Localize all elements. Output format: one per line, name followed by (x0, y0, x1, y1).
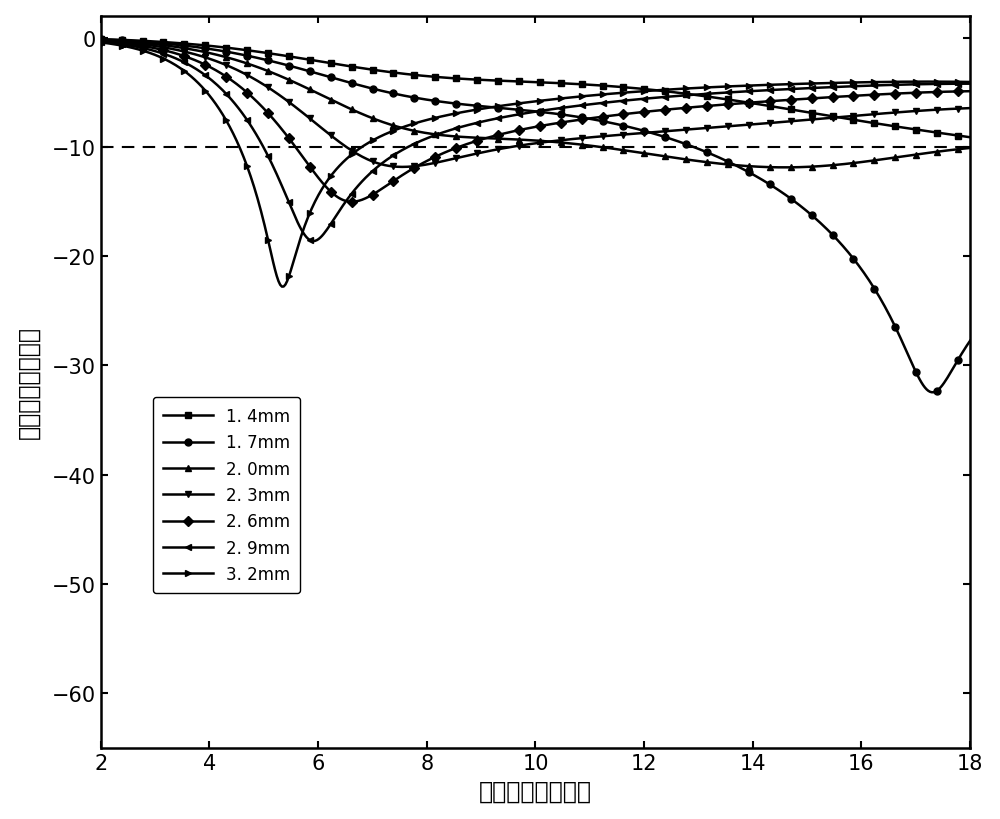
2. 0mm (779, 163, 791, 173)
2. 6mm (964, 87, 976, 97)
1. 7mm (612, 120, 624, 130)
1. 7mm (964, 337, 976, 346)
1. 4mm (612, 83, 624, 93)
2. 0mm (964, 144, 976, 154)
1. 7mm (513, 106, 525, 115)
Line: 2. 6mm: 2. 6mm (97, 38, 974, 206)
1. 7mm (945, 368, 957, 378)
3. 2mm (964, 78, 976, 88)
3. 2mm (809, 79, 821, 89)
3. 2mm (945, 78, 957, 88)
Line: 1. 7mm: 1. 7mm (97, 37, 974, 396)
2. 9mm (509, 111, 521, 120)
2. 6mm (809, 94, 821, 104)
2. 0mm (809, 162, 821, 172)
3. 2mm (614, 89, 626, 99)
3. 2mm (95, 38, 107, 48)
2. 0mm (513, 135, 525, 145)
2. 6mm (515, 125, 527, 135)
2. 0mm (945, 146, 957, 156)
2. 9mm (567, 102, 579, 112)
2. 6mm (567, 116, 579, 126)
Line: 3. 2mm: 3. 2mm (97, 40, 974, 291)
3. 2mm (276, 283, 288, 292)
1. 4mm (513, 78, 525, 88)
3. 2mm (567, 93, 579, 103)
1. 4mm (565, 79, 577, 89)
2. 0mm (508, 135, 520, 145)
1. 4mm (964, 133, 976, 143)
2. 3mm (95, 37, 107, 47)
2. 6mm (614, 111, 626, 120)
1. 4mm (807, 109, 819, 119)
Line: 2. 3mm: 2. 3mm (97, 38, 974, 171)
2. 3mm (567, 135, 579, 145)
Legend: 1. 4mm, 1. 7mm, 2. 0mm, 2. 3mm, 2. 6mm, 2. 9mm, 3. 2mm: 1. 4mm, 1. 7mm, 2. 0mm, 2. 3mm, 2. 6mm, … (153, 398, 300, 594)
2. 9mm (95, 38, 107, 48)
1. 7mm (565, 111, 577, 121)
2. 9mm (809, 84, 821, 93)
2. 6mm (945, 88, 957, 97)
2. 0mm (565, 139, 577, 149)
Line: 2. 9mm: 2. 9mm (97, 39, 974, 245)
X-axis label: 频率（千兆赫兹）: 频率（千兆赫兹） (479, 778, 592, 803)
Line: 1. 4mm: 1. 4mm (97, 37, 974, 142)
2. 3mm (396, 163, 408, 173)
1. 4mm (95, 35, 107, 45)
2. 6mm (346, 197, 358, 207)
2. 9mm (614, 97, 626, 106)
2. 0mm (95, 36, 107, 46)
1. 7mm (807, 212, 819, 222)
2. 3mm (614, 131, 626, 141)
1. 7mm (508, 105, 520, 115)
2. 3mm (515, 142, 527, 152)
3. 2mm (515, 99, 527, 109)
Line: 2. 0mm: 2. 0mm (97, 38, 974, 172)
1. 7mm (926, 388, 938, 398)
1. 7mm (95, 35, 107, 45)
2. 3mm (945, 105, 957, 115)
2. 9mm (307, 237, 319, 247)
Y-axis label: 反射捯耗（分贝）: 反射捯耗（分贝） (17, 326, 41, 439)
2. 9mm (964, 79, 976, 89)
2. 0mm (612, 145, 624, 155)
1. 4mm (943, 130, 955, 140)
2. 6mm (509, 127, 521, 137)
1. 4mm (508, 77, 520, 87)
3. 2mm (509, 100, 521, 110)
2. 3mm (964, 104, 976, 114)
2. 9mm (945, 79, 957, 89)
2. 3mm (809, 115, 821, 125)
2. 9mm (515, 110, 527, 120)
2. 3mm (509, 143, 521, 152)
2. 6mm (95, 37, 107, 47)
